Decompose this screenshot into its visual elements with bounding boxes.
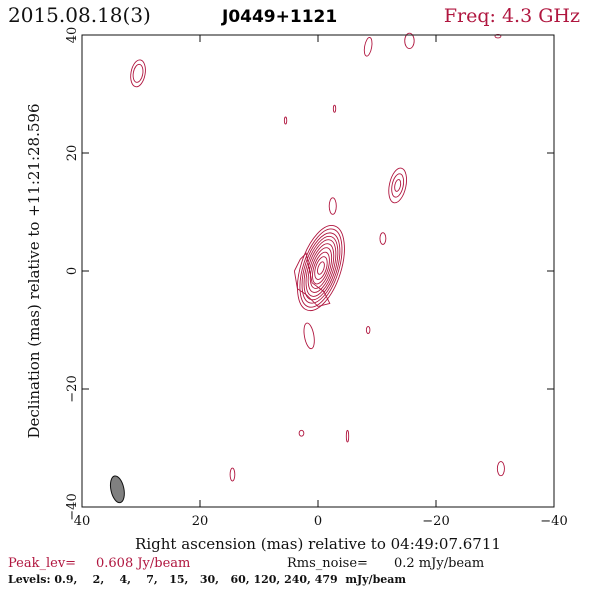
observation-date: 2015.08.18(3) <box>8 3 151 27</box>
core-contour <box>312 251 330 285</box>
beam-ellipse <box>109 475 125 504</box>
y-tick-label: 0 <box>65 267 80 275</box>
source-name: J0449+1121 <box>221 7 337 27</box>
x-tick-label: 40 <box>74 514 91 529</box>
core-contour <box>314 256 328 280</box>
y-axis-label: Declination (mas) relative to +11:21:28.… <box>25 103 43 438</box>
feature-contour <box>379 232 387 245</box>
peak-level-value: 0.608 Jy/beam <box>96 556 190 571</box>
core-contour <box>317 261 325 275</box>
core-contour <box>305 239 337 297</box>
y-tick-label: −20 <box>65 375 80 402</box>
contour-levels: Levels: 0.9, 2, 4, 7, 15, 30, 60, 120, 2… <box>8 573 406 586</box>
y-tick-label: 40 <box>65 27 80 44</box>
core-contour <box>299 228 343 308</box>
feature-contour <box>132 63 144 83</box>
feature-contour <box>328 197 337 215</box>
feature-contour <box>365 326 371 334</box>
core-wing-contour <box>293 252 331 307</box>
feature-contour <box>394 179 402 192</box>
feature-contour <box>345 429 350 443</box>
plot-frame <box>81 34 555 508</box>
feature-contour <box>496 461 505 477</box>
feature-contour <box>404 32 415 50</box>
x-tick-label: −40 <box>540 514 567 529</box>
axis-ticks: 40 20 0 −20 −40 −40 −20 0 20 40 <box>65 27 568 529</box>
rms-noise-value: 0.2 mJy/beam <box>394 556 484 571</box>
y-tick-label: −40 <box>65 493 80 520</box>
x-axis-label: Right ascension (mas) relative to 04:49:… <box>135 535 501 553</box>
core-contour <box>297 225 345 312</box>
x-tick-label: 20 <box>192 514 209 529</box>
feature-contour <box>388 167 407 204</box>
contours <box>109 32 505 504</box>
y-tick-label: 20 <box>65 145 80 162</box>
feature-contour <box>298 429 305 437</box>
feature-contour <box>229 467 236 482</box>
x-tick-label: 0 <box>314 514 322 529</box>
core-contour <box>301 232 341 304</box>
feature-contour <box>130 59 146 88</box>
feature-contour <box>303 322 315 350</box>
feature-contour <box>332 104 337 113</box>
rms-noise-label: Rms_noise= <box>287 556 368 571</box>
x-tick-label: −20 <box>422 514 449 529</box>
feature-contour <box>283 116 288 125</box>
core-contour <box>307 243 335 293</box>
feature-contour <box>494 33 502 39</box>
peak-level-label: Peak_lev= <box>8 556 76 571</box>
feature-contour <box>391 173 405 198</box>
frequency-label: Freq: 4.3 GHz <box>444 5 580 27</box>
core-contour <box>309 247 333 289</box>
feature-contour <box>363 37 373 57</box>
